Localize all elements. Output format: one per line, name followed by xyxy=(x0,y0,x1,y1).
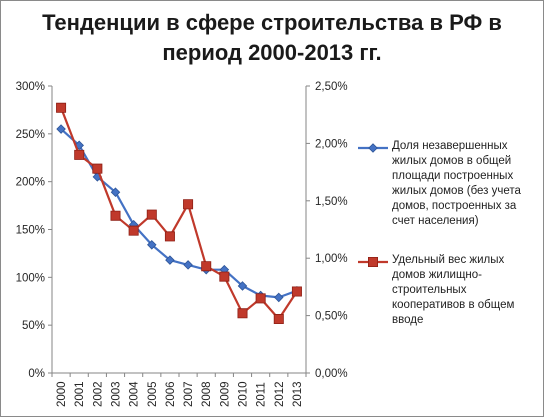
series-1-point xyxy=(274,292,284,303)
series-2-point xyxy=(255,293,266,304)
y-right-tick-label: 2,00% xyxy=(315,138,348,150)
x-tick-label: 2007 xyxy=(183,381,195,407)
series-2-point xyxy=(128,225,139,236)
series-2-point xyxy=(273,314,284,325)
series-2-line xyxy=(60,107,298,321)
x-tick-label: 2006 xyxy=(165,381,177,407)
series-2-point xyxy=(201,261,212,272)
y-left-tick-label: 0% xyxy=(28,368,45,380)
y-left-tick-label: 100% xyxy=(16,272,45,284)
axes: 0% 50% 100% 150% 200% 250% 300% 0,00% 0,50% 1,00%… xyxy=(16,81,348,407)
series-1-point xyxy=(237,281,248,291)
legend-label-line: Удельный вес жилых xyxy=(392,254,505,266)
series-2-point xyxy=(183,199,194,210)
y-left-tick-label: 250% xyxy=(16,129,45,141)
y-left-tick-label: 150% xyxy=(16,225,45,237)
legend-label-series-2: Удельный вес жилых домов жилищно-строител… xyxy=(392,253,540,328)
x-tick-label: 2000 xyxy=(56,381,68,407)
series-1-point xyxy=(147,240,157,250)
y-right-tick-label: 1,50% xyxy=(315,196,348,208)
series-lines xyxy=(56,102,302,325)
series-2-point xyxy=(92,163,103,174)
series-1-point xyxy=(165,255,175,265)
legend-label-line: счет населения) xyxy=(392,215,479,227)
x-tick-label: 2003 xyxy=(111,381,123,407)
y-right-tick-label: 0,00% xyxy=(315,368,348,380)
series-1-point xyxy=(56,124,66,134)
y-right-tick-label: 1,00% xyxy=(315,253,348,265)
series-2-point xyxy=(110,210,121,221)
x-tick-label: 2013 xyxy=(292,381,304,407)
y-left-tick-label: 300% xyxy=(16,81,45,93)
chart-title-line-1: Тенденции в сфере строительства в РФ в xyxy=(42,10,502,35)
chart-title: Тенденции в сфере строительства в РФ в п… xyxy=(20,8,524,68)
series-2-point xyxy=(164,231,175,242)
legend-label-line: строительных xyxy=(392,284,467,296)
legend-label-line: Доля незавершенных xyxy=(392,140,508,152)
legend-label-series-1: Доля незавершенных жилых домов в общей пло… xyxy=(392,139,540,229)
x-tick-label: 2012 xyxy=(274,381,286,407)
series-1-point xyxy=(183,260,193,270)
legend-label-line: жилых домов (без учета xyxy=(392,185,521,197)
series-1-point xyxy=(110,187,121,197)
legend-label-line: домов жилищно- xyxy=(392,269,483,281)
x-tick-label: 2010 xyxy=(238,381,250,407)
x-tick-label: 2011 xyxy=(256,382,268,407)
x-tick-label: 2009 xyxy=(219,381,231,407)
series-1-line xyxy=(60,128,298,299)
legend xyxy=(358,143,388,267)
x-tick-label: 2002 xyxy=(92,381,104,407)
series-2-point xyxy=(219,271,230,282)
legend-series-1-marker xyxy=(368,143,378,153)
legend-label-line: площади построенных xyxy=(392,170,514,182)
series-2-point xyxy=(56,102,67,113)
x-tick-label: 2004 xyxy=(129,381,141,407)
series-2-point xyxy=(74,149,85,160)
y-right-tick-label: 2,50% xyxy=(315,81,348,93)
chart-title-line-2: период 2000-2013 гг. xyxy=(162,40,382,65)
legend-label-line: домов, построенных за xyxy=(392,200,517,212)
x-tick-label: 2008 xyxy=(201,381,213,407)
series-2-point xyxy=(146,209,157,220)
y-left-tick-label: 50% xyxy=(22,320,45,332)
x-tick-label: 2001 xyxy=(74,381,86,407)
series-2-point xyxy=(291,286,302,297)
y-left-tick-label: 200% xyxy=(16,177,45,189)
y-right-tick-label: 0,50% xyxy=(315,311,348,323)
legend-label-line: кооперативов в общем xyxy=(392,299,515,311)
legend-label-line: вводе xyxy=(392,314,424,326)
legend-series-2-marker xyxy=(368,257,378,267)
x-tick-label: 2005 xyxy=(147,381,159,407)
legend-label-line: жилых домов в общей xyxy=(392,155,512,167)
series-2-point xyxy=(237,308,248,319)
